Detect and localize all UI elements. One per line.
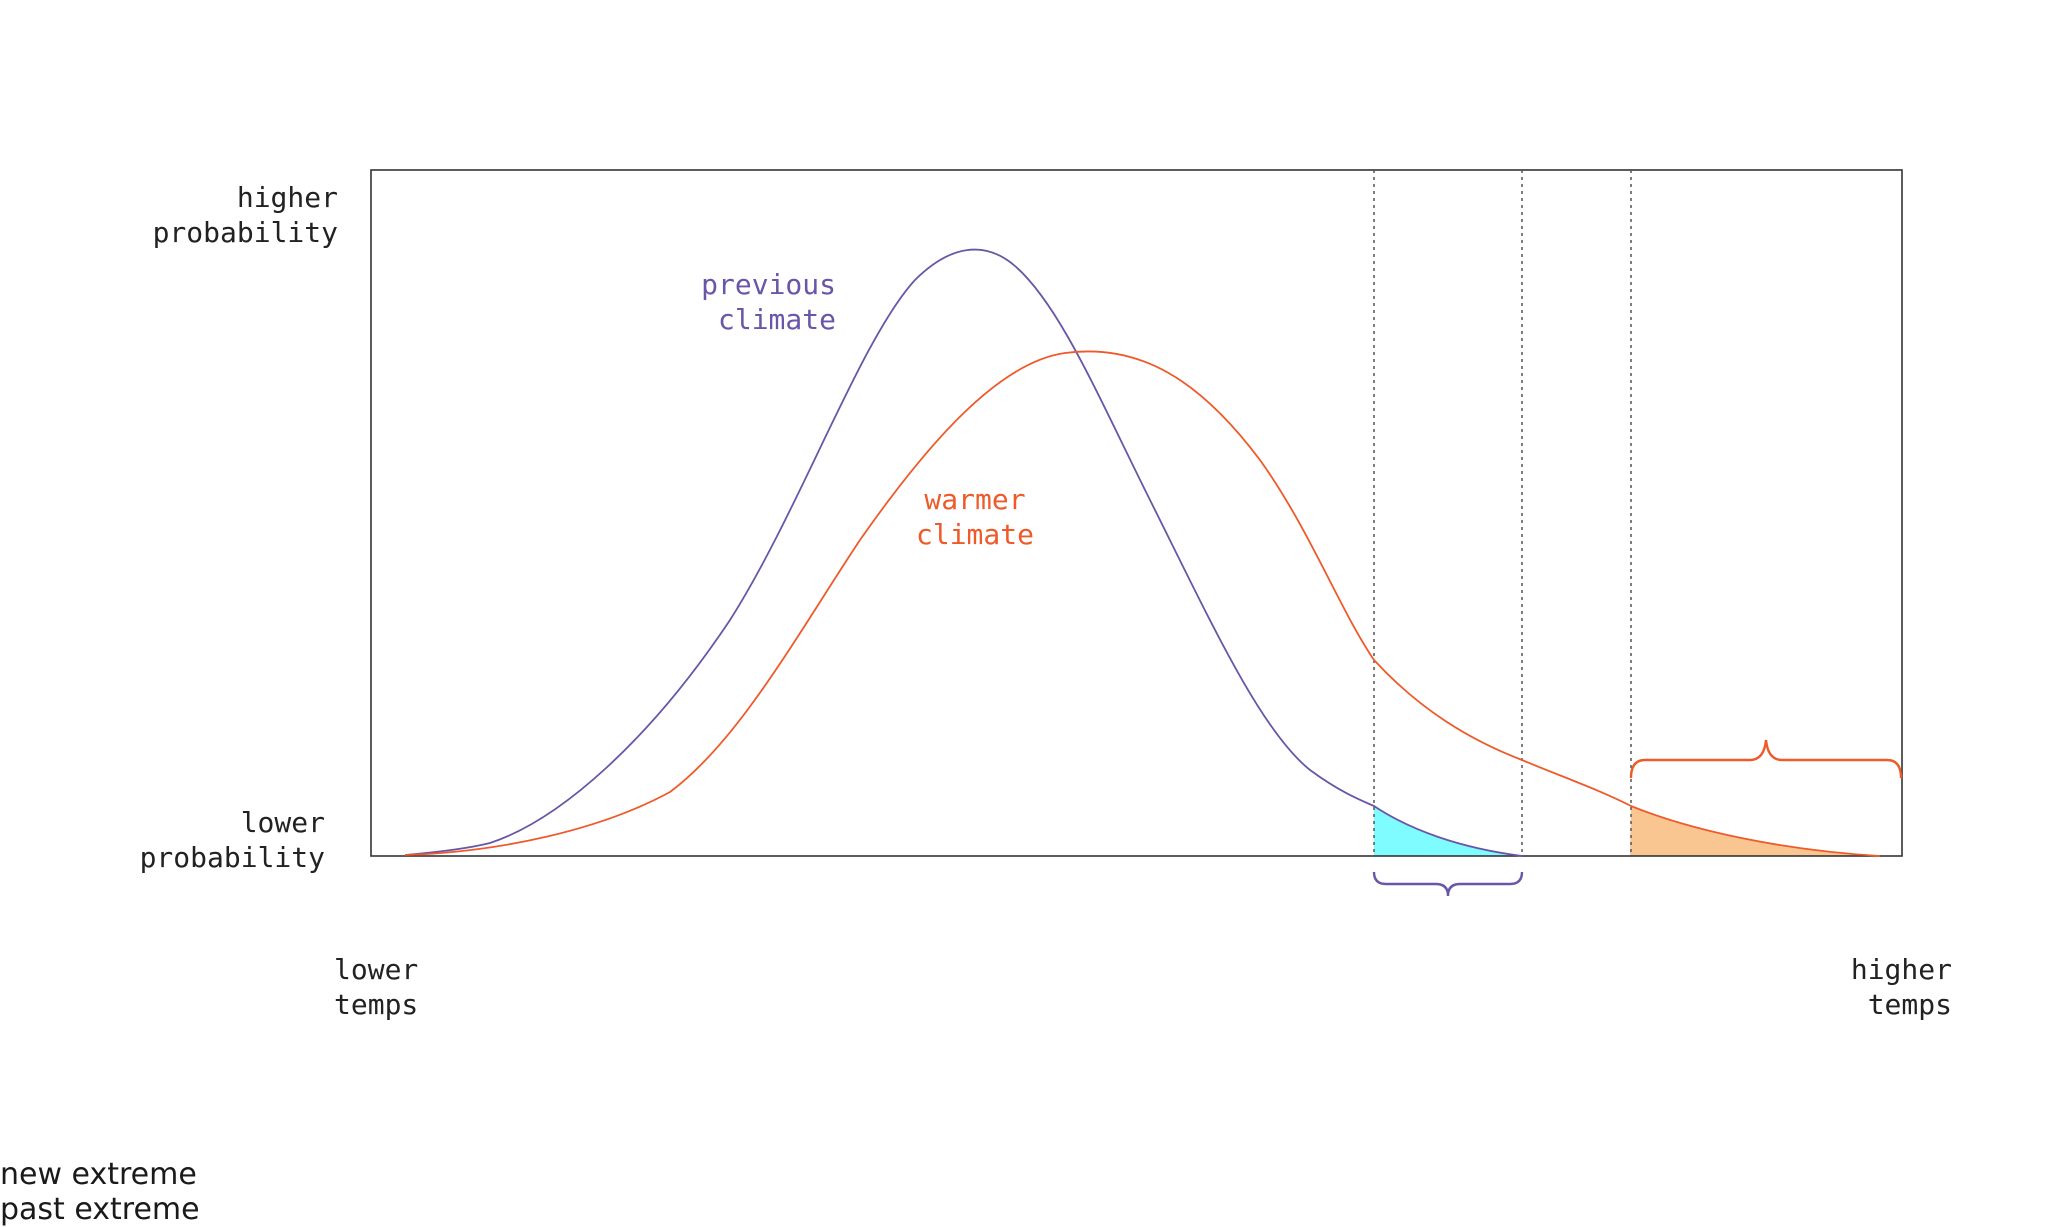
y-axis-bottom-label: lower probability (139, 806, 325, 874)
warmer-climate-label: warmer climate (915, 483, 1034, 551)
x-axis-left-label: lower temps (334, 953, 419, 1021)
past-extreme-area (1374, 806, 1522, 856)
previous-climate-curve (404, 248, 1523, 857)
climate-distribution-diagram: higher probability lower probability low… (0, 169, 1952, 1227)
past-extreme-label: past extreme (0, 1192, 200, 1227)
warmer-climate-curve (404, 350, 1881, 857)
y-axis-top-label: higher probability (152, 181, 338, 249)
new-extreme-brace (1629, 739, 1903, 779)
new-extreme-label: new extreme (0, 1157, 197, 1192)
distribution-plot (370, 169, 1903, 897)
previous-climate-label: previous climate (701, 268, 836, 336)
new-extreme-area (1630, 806, 1880, 856)
past-extreme-brace (1372, 871, 1524, 897)
x-axis-right-label: higher temps (1850, 953, 1952, 1021)
plot-frame (370, 169, 1903, 857)
